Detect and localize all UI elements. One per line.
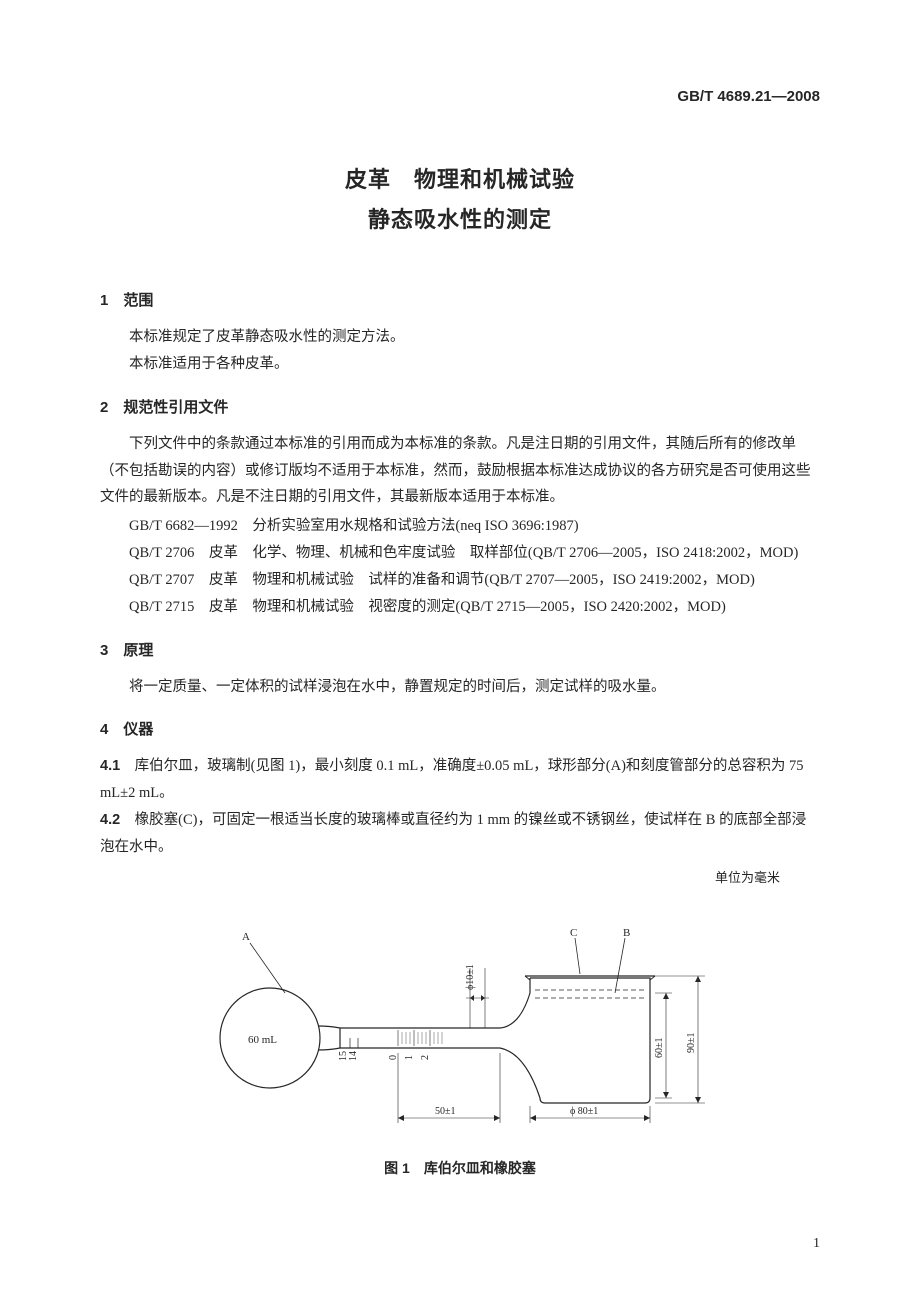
section-4-item1: 4.1 库伯尔皿，玻璃制(见图 1)，最小刻度 0.1 mL，准确度±0.05 …: [100, 753, 820, 807]
item-4-1-text: 库伯尔皿，玻璃制(见图 1)，最小刻度 0.1 mL，准确度±0.05 mL，球…: [100, 758, 804, 801]
section-2-p1: 下列文件中的条款通过本标准的引用而成为本标准的条款。凡是注日期的引用文件，其随后…: [100, 431, 820, 511]
svg-text:C: C: [570, 927, 577, 939]
section-1-p1: 本标准规定了皮革静态吸水性的测定方法。: [100, 324, 820, 351]
section-3-head: 3 原理: [100, 639, 820, 660]
standard-code: GB/T 4689.21—2008: [677, 88, 820, 105]
item-4-1-num: 4.1: [100, 758, 120, 774]
figure-1-caption: 图 1 库伯尔皿和橡胶塞: [100, 1158, 820, 1178]
section-1-p2: 本标准适用于各种皮革。: [100, 351, 820, 378]
section-4-item2: 4.2 橡胶塞(C)，可固定一根适当长度的玻璃棒或直径约为 1 mm 的镍丝或不…: [100, 807, 820, 861]
section-2-ref2: QB/T 2706 皮革 化学、物理、机械和色牢度试验 取样部位(QB/T 27…: [100, 540, 820, 567]
kubelka-dish-diagram: 60 mL A 15 14 0 1 2: [180, 898, 740, 1148]
svg-text:B: B: [623, 927, 630, 939]
svg-text:90±1: 90±1: [686, 1032, 697, 1053]
item-4-2-text: 橡胶塞(C)，可固定一根适当长度的玻璃棒或直径约为 1 mm 的镍丝或不锈钢丝，…: [100, 812, 806, 855]
figure-unit-note: 单位为毫米: [100, 867, 780, 886]
section-2-ref1: GB/T 6682—1992 分析实验室用水规格和试验方法(neq ISO 36…: [100, 513, 820, 540]
section-3-p1: 将一定质量、一定体积的试样浸泡在水中，静置规定的时间后，测定试样的吸水量。: [100, 674, 820, 701]
section-2-ref4: QB/T 2715 皮革 物理和机械试验 视密度的测定(QB/T 2715—20…: [100, 594, 820, 621]
svg-text:60 mL: 60 mL: [248, 1034, 277, 1046]
svg-text:ϕ 80±1: ϕ 80±1: [570, 1106, 598, 1117]
svg-text:ϕ10±1: ϕ10±1: [465, 964, 476, 990]
svg-text:60±1: 60±1: [654, 1037, 665, 1058]
title-line-2: 静态吸水性的测定: [100, 200, 820, 240]
svg-text:2: 2: [420, 1055, 431, 1060]
item-4-2-num: 4.2: [100, 812, 120, 828]
svg-text:50±1: 50±1: [435, 1106, 456, 1117]
section-4-head: 4 仪器: [100, 718, 820, 739]
section-2-head: 2 规范性引用文件: [100, 396, 820, 417]
svg-text:A: A: [242, 931, 250, 943]
title-line-1: 皮革 物理和机械试验: [100, 160, 820, 200]
section-2-ref3: QB/T 2707 皮革 物理和机械试验 试样的准备和调节(QB/T 2707—…: [100, 567, 820, 594]
section-1-head: 1 范围: [100, 289, 820, 310]
figure-1: 60 mL A 15 14 0 1 2: [100, 898, 820, 1178]
svg-text:14: 14: [348, 1051, 359, 1061]
svg-text:0: 0: [388, 1055, 399, 1060]
title-block: 皮革 物理和机械试验 静态吸水性的测定: [100, 160, 820, 239]
svg-text:1: 1: [404, 1055, 415, 1060]
page-number: 1: [813, 1236, 820, 1252]
